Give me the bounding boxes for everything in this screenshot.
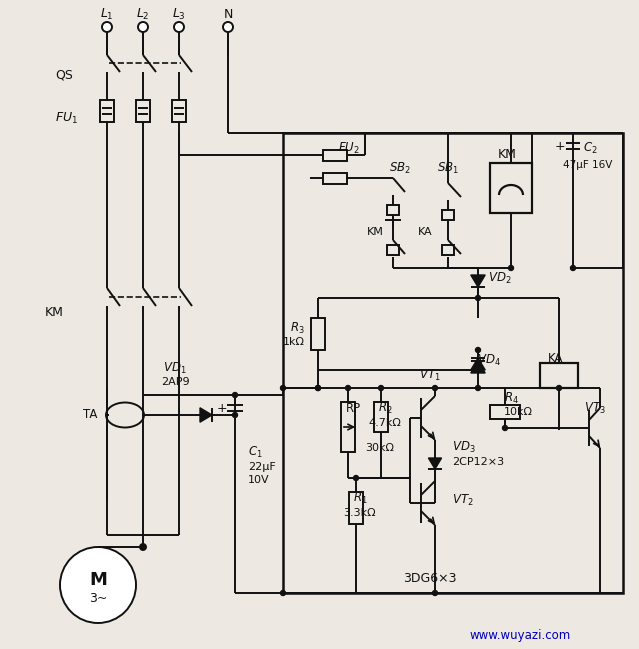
Text: $VD_1$: $VD_1$	[163, 360, 187, 376]
Text: 3~: 3~	[89, 593, 107, 606]
Text: 2CP12×3: 2CP12×3	[452, 457, 504, 467]
Circle shape	[174, 22, 184, 32]
Circle shape	[346, 386, 351, 391]
Text: +: +	[217, 402, 227, 415]
Bar	[323, 173, 347, 184]
Text: $VD_4$: $VD_4$	[477, 352, 501, 367]
Text: $FU_1$: $FU_1$	[55, 110, 78, 125]
Bar	[442, 210, 454, 220]
Circle shape	[233, 413, 238, 417]
Circle shape	[433, 591, 438, 596]
Circle shape	[557, 386, 562, 391]
Bar	[100, 100, 114, 122]
Text: $C_2$: $C_2$	[583, 140, 597, 156]
Text: RP: RP	[346, 402, 360, 415]
Bar	[387, 205, 399, 215]
Text: KA: KA	[418, 227, 433, 237]
Text: $SB_2$: $SB_2$	[389, 160, 411, 175]
Text: $VD_3$: $VD_3$	[452, 439, 475, 454]
Text: KM: KM	[45, 306, 64, 319]
Text: $VD_2$: $VD_2$	[488, 271, 512, 286]
Circle shape	[571, 265, 576, 271]
Text: $VT_3$: $VT_3$	[584, 400, 606, 415]
Bar	[540, 363, 578, 388]
Bar	[349, 492, 363, 524]
Text: $FU_2$: $FU_2$	[338, 140, 360, 156]
Circle shape	[502, 426, 507, 430]
Text: $R_4$: $R_4$	[504, 391, 519, 406]
Text: $VT_2$: $VT_2$	[452, 493, 473, 508]
Ellipse shape	[106, 402, 144, 428]
Text: $SB_1$: $SB_1$	[437, 160, 459, 175]
Circle shape	[138, 22, 148, 32]
Text: KA: KA	[548, 352, 564, 365]
Bar	[323, 150, 347, 161]
Bar	[490, 163, 532, 213]
Text: $R_1$: $R_1$	[353, 491, 367, 506]
Text: KM: KM	[498, 149, 516, 162]
Text: $C_1$: $C_1$	[248, 445, 263, 459]
Circle shape	[316, 386, 321, 391]
Bar	[172, 100, 186, 122]
Bar	[341, 402, 355, 452]
Circle shape	[281, 591, 286, 596]
Text: $R_3$: $R_3$	[290, 321, 305, 336]
Bar	[374, 402, 388, 432]
Text: $L_2$: $L_2$	[136, 6, 150, 21]
Circle shape	[102, 22, 112, 32]
Text: 2AP9: 2AP9	[160, 377, 189, 387]
Circle shape	[353, 476, 358, 480]
Circle shape	[378, 386, 383, 391]
Text: +: +	[555, 140, 566, 153]
Text: 3.3kΩ: 3.3kΩ	[344, 508, 376, 518]
Bar	[311, 318, 325, 350]
Circle shape	[60, 547, 136, 623]
Text: 22μF: 22μF	[248, 462, 276, 472]
Circle shape	[475, 295, 481, 300]
Circle shape	[433, 386, 438, 391]
Text: $L_3$: $L_3$	[172, 6, 186, 21]
Bar	[136, 100, 150, 122]
Circle shape	[281, 386, 286, 391]
Text: 4.7kΩ: 4.7kΩ	[369, 418, 401, 428]
Polygon shape	[200, 408, 212, 422]
Text: $R_2$: $R_2$	[378, 400, 392, 415]
Text: 47μF 16V: 47μF 16V	[564, 160, 613, 170]
Polygon shape	[471, 275, 485, 287]
Text: 10kΩ: 10kΩ	[504, 407, 533, 417]
Polygon shape	[471, 358, 485, 370]
Text: M: M	[89, 571, 107, 589]
Text: 1kΩ: 1kΩ	[283, 337, 305, 347]
Bar	[283, 133, 623, 593]
Text: $L_1$: $L_1$	[100, 6, 114, 21]
Polygon shape	[471, 361, 485, 373]
Bar	[387, 245, 399, 255]
Text: 10V: 10V	[248, 475, 270, 485]
Circle shape	[233, 393, 238, 397]
Text: N: N	[223, 8, 233, 21]
Bar	[490, 405, 520, 419]
Bar	[442, 245, 454, 255]
Text: 30kΩ: 30kΩ	[365, 443, 394, 453]
Circle shape	[140, 544, 146, 550]
Text: KM: KM	[367, 227, 383, 237]
Text: 3DG6×3: 3DG6×3	[403, 572, 457, 585]
Circle shape	[316, 386, 321, 391]
Text: QS: QS	[55, 69, 73, 82]
Circle shape	[475, 347, 481, 352]
Text: $VT_1$: $VT_1$	[419, 367, 441, 382]
Circle shape	[223, 22, 233, 32]
Polygon shape	[428, 458, 442, 469]
Text: www.wuyazi.com: www.wuyazi.com	[470, 630, 571, 643]
Circle shape	[509, 265, 514, 271]
Text: TA: TA	[82, 408, 97, 421]
Circle shape	[475, 386, 481, 391]
